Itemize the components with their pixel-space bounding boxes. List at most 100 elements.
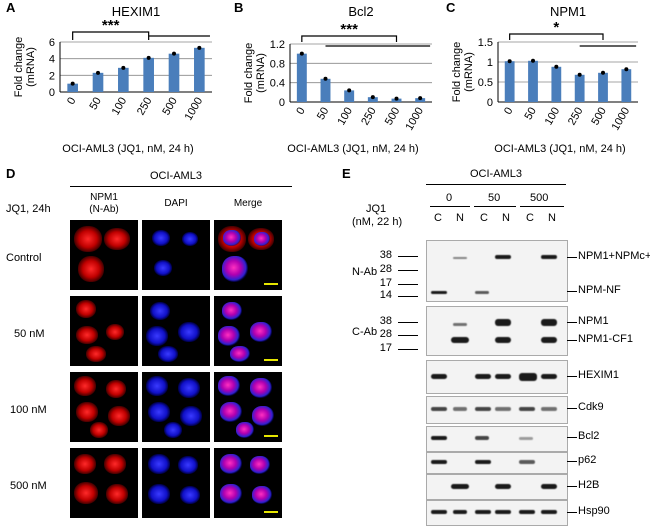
chart-title: Bcl2 xyxy=(348,4,373,19)
data-point xyxy=(554,64,559,69)
data-point xyxy=(323,76,328,81)
e-label-line xyxy=(567,291,577,292)
d-col-dapi: DAPI xyxy=(164,198,188,209)
x-tick-label: 100 xyxy=(336,105,356,127)
d-cell-line: OCI-AML3 xyxy=(150,170,202,182)
blot-hsp90 xyxy=(426,500,568,526)
d-row-50: 50 nM xyxy=(14,328,45,340)
chart-title: NPM1 xyxy=(550,4,586,19)
image-dapi-control xyxy=(142,220,210,290)
data-point xyxy=(394,96,399,101)
y-tick-label: 0 xyxy=(487,97,493,109)
d-row-100: 100 nM xyxy=(10,404,47,416)
x-tick-label: 0 xyxy=(502,105,515,116)
bar-0 xyxy=(296,53,307,102)
y-tick-label: 6 xyxy=(49,37,55,49)
e-cell-line: OCI-AML3 xyxy=(470,168,522,180)
image-npm1-100nm xyxy=(70,372,138,442)
x-axis-label: OCI-AML3 (JQ1, nM, 24 h) xyxy=(494,143,625,155)
e-label-line xyxy=(567,437,577,438)
e-dose-rule-500 xyxy=(520,206,564,207)
image-dapi-50nm xyxy=(142,296,210,366)
blot-nab xyxy=(426,240,568,302)
e-label-line xyxy=(567,257,577,258)
bar-0 xyxy=(67,83,78,92)
x-tick-label: 1000 xyxy=(403,105,426,132)
e-label-p62: p62 xyxy=(578,454,597,466)
e-marker-tick xyxy=(398,284,418,285)
e-marker-tick xyxy=(398,296,418,297)
data-point xyxy=(121,65,126,70)
e-frac-5: C xyxy=(526,212,534,224)
chart-bcl2: Bcl2 0 0.4 0.8 1.2 0 50 100 250 500 1000 Fold chang… xyxy=(243,4,432,155)
data-point xyxy=(577,72,582,77)
x-tick-label: 250 xyxy=(135,95,155,117)
y-axis-label-1: Fold change xyxy=(13,37,25,98)
x-tick-label: 50 xyxy=(315,105,332,122)
x-tick-label: 0 xyxy=(65,95,78,106)
bar-1000 xyxy=(194,47,205,92)
e-dose-rule-50 xyxy=(474,206,516,207)
chart-title: HEXIM1 xyxy=(112,4,160,19)
y-axis-label-1: Fold change xyxy=(451,42,463,103)
data-point xyxy=(197,45,202,50)
e-label-npm1-cf1: NPM1-CF1 xyxy=(578,333,634,345)
e-label-npm1: NPM1 xyxy=(578,315,609,327)
image-npm1-control xyxy=(70,220,138,290)
panel-label-b: B xyxy=(234,0,244,15)
bar-250 xyxy=(367,97,378,102)
image-dapi-500nm xyxy=(142,448,210,518)
blot-bcl2 xyxy=(426,426,568,452)
e-cab-label: C-Ab xyxy=(352,326,378,338)
image-merge-control xyxy=(214,220,282,290)
bar-100 xyxy=(551,66,562,102)
bar-100 xyxy=(118,67,129,92)
image-npm1-500nm xyxy=(70,448,138,518)
e-treatment-2: (nM, 22 h) xyxy=(352,216,403,228)
d-row-500: 500 nM xyxy=(10,480,47,492)
e-marker-tick xyxy=(398,270,418,271)
y-axis-label-1: Fold change xyxy=(243,43,255,104)
bar-50 xyxy=(528,60,538,102)
e-label-line xyxy=(567,322,577,323)
blot-h2b xyxy=(426,474,568,500)
image-merge-500nm xyxy=(214,448,282,518)
e-dose-rule-0 xyxy=(430,206,470,207)
e-label-npm-nf: NPM-NF xyxy=(578,284,621,296)
x-tick-label: 0 xyxy=(294,105,307,116)
e-marker-17-n: 17 xyxy=(379,277,392,289)
x-tick-label: 50 xyxy=(522,105,539,122)
e-marker-tick xyxy=(398,335,418,336)
e-treatment-1: JQ1 xyxy=(366,203,387,215)
data-point xyxy=(418,96,423,101)
x-tick-label: 500 xyxy=(383,105,403,127)
y-axis-label-2: (mRNA) xyxy=(255,53,267,93)
bar-100 xyxy=(344,90,355,102)
e-dose-50: 50 xyxy=(488,192,501,204)
e-label-line xyxy=(567,461,577,462)
data-point xyxy=(531,58,535,63)
x-tick-label: 500 xyxy=(589,105,609,127)
e-label-cdk9: Cdk9 xyxy=(578,401,604,413)
e-frac-6: N xyxy=(548,212,556,224)
significance-bracket xyxy=(301,35,398,42)
significance-marker: *** xyxy=(340,21,358,38)
bar-250 xyxy=(574,74,585,102)
y-tick-label: 1.5 xyxy=(478,37,493,49)
image-merge-100nm xyxy=(214,372,282,442)
image-dapi-100nm xyxy=(142,372,210,442)
e-frac-4: N xyxy=(502,212,510,224)
bar-250 xyxy=(143,57,154,92)
y-tick-label: 1.2 xyxy=(270,39,285,51)
data-point xyxy=(370,95,375,100)
d-header-rule xyxy=(70,186,292,187)
e-dose-0: 0 xyxy=(446,192,453,204)
significance-marker: *** xyxy=(102,17,120,34)
e-marker-tick xyxy=(398,322,418,323)
significance-bracket xyxy=(509,33,604,40)
bar-0 xyxy=(504,61,515,102)
e-label-line xyxy=(567,486,577,487)
y-axis-label-2: (mRNA) xyxy=(25,47,37,87)
x-tick-label: 1000 xyxy=(610,105,633,132)
y-tick-label: 0.8 xyxy=(270,58,285,70)
